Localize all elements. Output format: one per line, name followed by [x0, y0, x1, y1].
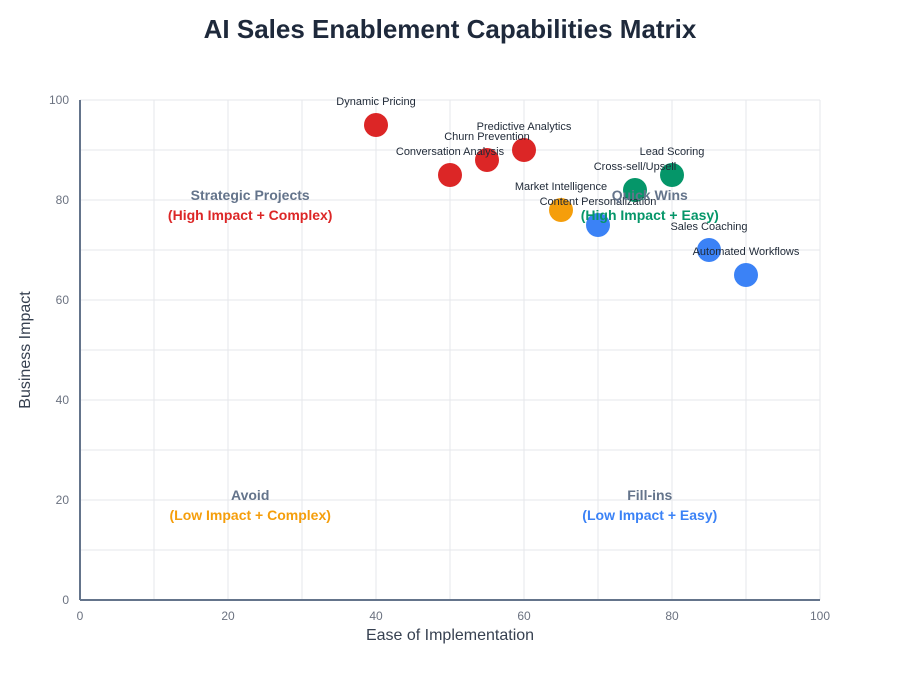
y-tick-label: 40: [56, 393, 70, 407]
data-point-label: Conversation Analysis: [396, 146, 505, 158]
y-tick-label: 20: [56, 493, 70, 507]
y-tick-label: 100: [49, 93, 69, 107]
data-point-label: Cross-sell/Upsell: [594, 161, 677, 173]
data-point: [475, 148, 499, 172]
data-point: [586, 213, 610, 237]
quadrant-title: Quick Wins: [612, 187, 688, 203]
x-tick-label: 80: [665, 609, 679, 623]
quadrant-title: Fill-ins: [627, 487, 672, 503]
quadrant-subtitle: (High Impact + Complex): [168, 207, 333, 223]
data-point: [364, 113, 388, 137]
tick-labels: 0 20 40 60 80 100 0 20 40 60 80 100: [49, 93, 830, 623]
data-point: [660, 163, 684, 187]
axes: [79, 100, 820, 601]
data-point-label: Sales Coaching: [670, 221, 747, 233]
data-point-label: Content Personalization: [540, 196, 657, 208]
data-point: [549, 198, 573, 222]
data-point-label: Automated Workflows: [693, 246, 800, 258]
data-point: [697, 238, 721, 262]
x-tick-label: 20: [221, 609, 235, 623]
data-point-label: Dynamic Pricing: [336, 96, 415, 108]
data-point-label: Churn Prevention: [444, 131, 530, 143]
x-tick-label: 60: [517, 609, 531, 623]
quadrant-title: Strategic Projects: [191, 187, 310, 203]
data-points: [364, 113, 758, 287]
y-tick-label: 60: [56, 293, 70, 307]
data-point-label: Predictive Analytics: [477, 121, 572, 133]
y-axis-label: Business Impact: [17, 291, 34, 409]
quadrant-subtitle: (Low Impact + Easy): [582, 507, 717, 523]
chart-title: AI Sales Enablement Capabilities Matrix: [203, 14, 697, 44]
quadrant-labels: Strategic Projects (High Impact + Complex…: [168, 187, 719, 523]
data-point-label: Market Intelligence: [515, 181, 607, 193]
quadrant-subtitle: (Low Impact + Complex): [169, 507, 330, 523]
data-point: [438, 163, 462, 187]
data-point-label: Lead Scoring: [640, 146, 705, 158]
quadrant-subtitle: (High Impact + Easy): [581, 207, 719, 223]
x-axis-label: Ease of Implementation: [366, 627, 534, 644]
data-point: [734, 263, 758, 287]
x-tick-label: 40: [369, 609, 383, 623]
y-tick-label: 0: [62, 593, 69, 607]
point-labels: Dynamic Pricing Conversation Analysis Chur…: [336, 96, 800, 258]
data-point: [623, 178, 647, 202]
data-point: [512, 138, 536, 162]
x-tick-label: 0: [77, 609, 84, 623]
y-tick-label: 80: [56, 193, 70, 207]
x-tick-label: 100: [810, 609, 830, 623]
quadrant-title: Avoid: [231, 487, 269, 503]
